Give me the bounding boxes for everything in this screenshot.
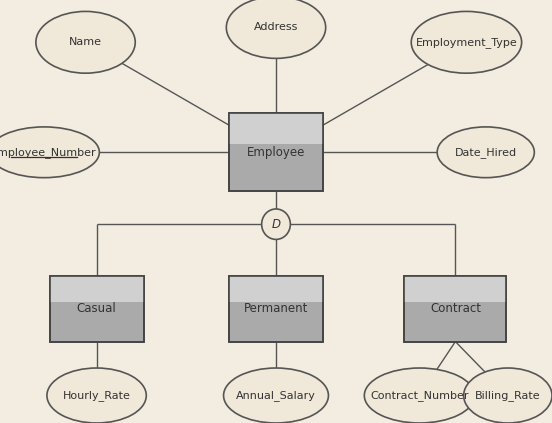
Text: Employee: Employee [247, 146, 305, 159]
Text: Annual_Salary: Annual_Salary [236, 390, 316, 401]
Bar [50, 276, 144, 302]
Text: Address: Address [254, 22, 298, 33]
Bar [229, 113, 323, 191]
Ellipse shape [464, 368, 552, 423]
Text: D: D [272, 218, 280, 231]
Bar [229, 276, 323, 342]
Bar [229, 276, 323, 342]
Text: Billing_Rate: Billing_Rate [475, 390, 540, 401]
Text: Name: Name [69, 37, 102, 47]
Ellipse shape [364, 368, 475, 423]
Bar [229, 113, 323, 191]
Text: Employee_Number: Employee_Number [0, 147, 97, 158]
Text: Date_Hired: Date_Hired [455, 147, 517, 158]
Text: Contract_Number: Contract_Number [370, 390, 469, 401]
Bar [50, 276, 144, 342]
Ellipse shape [437, 127, 534, 178]
Bar [404, 276, 507, 342]
Bar [50, 276, 144, 342]
Ellipse shape [411, 11, 522, 73]
Ellipse shape [262, 209, 290, 239]
Ellipse shape [224, 368, 328, 423]
Bar [229, 113, 323, 145]
Text: Casual: Casual [77, 302, 116, 315]
Ellipse shape [0, 127, 99, 178]
Ellipse shape [226, 0, 326, 58]
Bar [404, 276, 507, 342]
Text: Contract: Contract [430, 302, 481, 315]
Text: Hourly_Rate: Hourly_Rate [63, 390, 130, 401]
Ellipse shape [36, 11, 135, 73]
Bar [404, 276, 507, 302]
Ellipse shape [47, 368, 146, 423]
Text: Employment_Type: Employment_Type [416, 37, 517, 48]
Bar [229, 276, 323, 302]
Text: Permanent: Permanent [244, 302, 308, 315]
